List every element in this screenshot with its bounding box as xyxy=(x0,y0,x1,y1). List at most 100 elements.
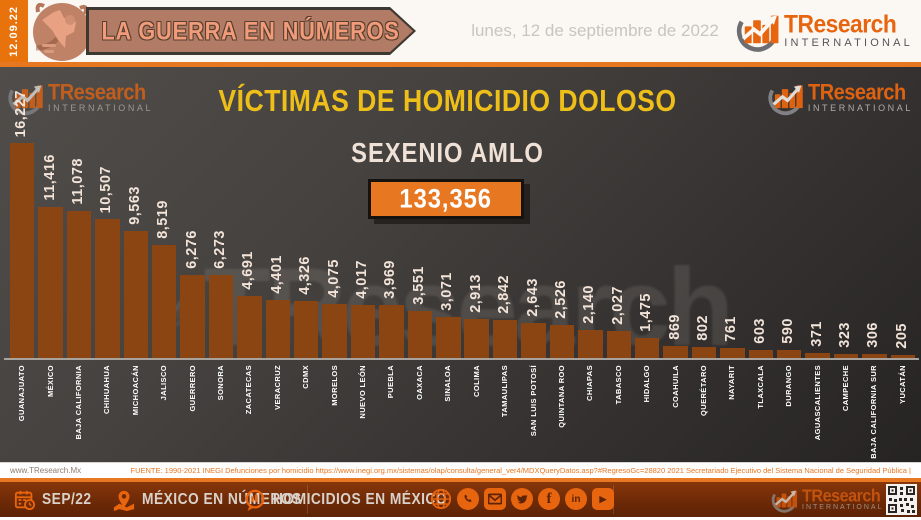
bar-value-label: 11,078 xyxy=(70,158,87,205)
bar-category-label: CHIAPAS xyxy=(585,365,595,401)
bar-group: 1,475 HIDALGO xyxy=(633,67,661,402)
bar-category-label: BAJA CALIFORNIA SUR xyxy=(869,365,879,459)
bar-value-label: 6,276 xyxy=(183,230,200,269)
bar-value-label: 4,401 xyxy=(268,255,285,294)
edition-date: 12.09.22 xyxy=(8,5,20,57)
logo-sub: INTERNATIONAL xyxy=(48,103,154,114)
tresearch-logo-footer: TResearch INTERNATIONAL xyxy=(770,486,884,514)
qr-code xyxy=(886,484,917,515)
bar-category-label: TABASCO xyxy=(613,365,623,405)
bar-category-label: SAN LUIS POTOSÍ xyxy=(528,365,538,437)
bar-category-label: CHIHUAHUA xyxy=(102,365,112,415)
tresearch-logo-watermark-left: TResearch INTERNATIONAL xyxy=(6,79,153,117)
source-citation: FUENTE: 1990-2021 INEGI Defunciones por … xyxy=(130,466,911,475)
chart-area: TResearch INTERNATIONAL TResearch INTERN… xyxy=(0,67,921,462)
bar xyxy=(436,317,461,358)
bar xyxy=(492,320,518,358)
website-link[interactable]: www.TResearch.Mx xyxy=(10,466,82,475)
header: 12.09.22 LA GUERRA EN NÚMEROS lunes, 12 … xyxy=(0,0,921,62)
bar-group: 11,078 BAJA CALIFORNIA xyxy=(65,67,93,439)
bar-value-label: 2,842 xyxy=(496,275,513,314)
bar-value-label: 11,416 xyxy=(41,154,58,201)
long-date-text: lunes, 12 de septiembre de 2022 xyxy=(471,21,719,40)
bar-value-label: 6,273 xyxy=(212,230,229,269)
bar xyxy=(66,211,92,358)
linkedin-icon[interactable]: in xyxy=(565,488,587,510)
bar-group: 6,273 SONORA xyxy=(207,67,235,400)
bar-group: 10,507 CHIHUAHUA xyxy=(93,67,121,414)
bar-group: 323 CAMPECHE xyxy=(832,67,860,411)
bar-category-label: OAXACA xyxy=(414,365,424,400)
bar-category-label: YUCATÁN xyxy=(897,365,907,404)
bar-group: 603 TLAXCALA xyxy=(747,67,775,409)
banner-arrow: LA GUERRA EN NÚMEROS xyxy=(86,7,416,55)
map-pin-icon xyxy=(113,490,135,511)
bar-group: 3,969 PUEBLA xyxy=(377,67,405,398)
bar-value-label: 761 xyxy=(723,316,740,342)
bar xyxy=(208,275,234,358)
footer-topic-label: HOMICIDIOS EN MÉXICO xyxy=(273,490,448,509)
bar xyxy=(663,346,688,358)
bar-group: 761 NAYARIT xyxy=(718,67,746,400)
bar-category-label: JALISCO xyxy=(159,365,169,401)
chart-subtitle: SEXENIO AMLO xyxy=(351,137,544,169)
banner-title: LA GUERRA EN NÚMEROS xyxy=(101,16,401,45)
logo-name: TResearch xyxy=(48,80,146,105)
bar-category-label: TAMAULIPAS xyxy=(500,365,510,418)
bar xyxy=(38,207,63,358)
calendar-clock-icon xyxy=(14,490,36,510)
globe-icon[interactable] xyxy=(430,488,452,510)
logo-name: TResearch xyxy=(807,80,906,105)
bar-value-label: 306 xyxy=(865,322,882,348)
footer-divider-1 xyxy=(307,485,308,514)
facebook-glyph: f xyxy=(546,490,552,507)
bar-group: 3,071 SINALOA xyxy=(434,67,462,402)
bar-category-label: QUERÉTARO xyxy=(698,365,708,416)
tresearch-logo-watermark-right: TResearch INTERNATIONAL xyxy=(766,79,913,117)
logo-sub: INTERNATIONAL xyxy=(802,504,884,512)
facebook-icon[interactable]: f xyxy=(538,488,560,510)
bar xyxy=(634,338,660,358)
bar xyxy=(578,330,603,358)
bar xyxy=(833,354,859,358)
twitter-icon[interactable] xyxy=(511,488,533,510)
bar-value-label: 802 xyxy=(694,315,711,341)
bar xyxy=(890,355,915,358)
bar-value-label: 9,563 xyxy=(126,186,143,225)
bar xyxy=(265,300,291,358)
orange-divider-bottom xyxy=(0,478,921,482)
bar xyxy=(123,231,149,358)
bar-value-label: 3,969 xyxy=(382,260,399,299)
tresearch-logo: TResearch INTERNATIONAL xyxy=(734,8,913,54)
bar-value-label: 603 xyxy=(751,318,768,344)
chart-title: VÍCTIMAS DE HOMICIDIO DOLOSO xyxy=(218,83,677,118)
logo-name: TResearch xyxy=(784,9,897,39)
youtube-icon[interactable]: ▶ xyxy=(592,488,614,510)
bar-group: 2,643 SAN LUIS POTOSÍ xyxy=(519,67,547,436)
whatsapp-icon[interactable] xyxy=(457,488,479,510)
logo-sub: INTERNATIONAL xyxy=(807,103,913,114)
bar-value-label: 2,027 xyxy=(609,286,626,325)
bar-group: 4,691 ZACATECAS xyxy=(235,67,263,414)
footer-topic: HOMICIDIOS EN MÉXICO xyxy=(243,482,462,517)
bar-category-label: CDMX xyxy=(301,365,311,389)
logo-name: TResearch xyxy=(802,485,881,506)
social-icons: f in ▶ xyxy=(430,488,614,510)
bar xyxy=(606,331,631,358)
bar-category-label: COAHUILA xyxy=(670,365,680,408)
bar xyxy=(294,301,319,358)
footer: SEP/22 MÉXICO EN NÚMEROS HOMICIDIOS EN M… xyxy=(0,482,921,517)
bar-group: 11,416 MÉXICO xyxy=(36,67,64,397)
email-icon[interactable] xyxy=(484,488,506,510)
bar-group: 4,075 MORELOS xyxy=(320,67,348,406)
source-strip: www.TResearch.Mx FUENTE: 1990-2021 INEGI… xyxy=(0,462,921,478)
bar-group: 4,326 CDMX xyxy=(292,67,320,389)
bar-group: 2,526 QUINTANA ROO xyxy=(548,67,576,428)
bar xyxy=(379,305,404,358)
bar xyxy=(152,245,177,358)
bar-value-label: 590 xyxy=(780,318,797,344)
bar-category-label: ZACATECAS xyxy=(244,365,254,415)
logo-sub: INTERNATIONAL xyxy=(784,36,913,49)
bar-category-label: SINALOA xyxy=(443,365,453,402)
orange-divider-top xyxy=(0,62,921,67)
